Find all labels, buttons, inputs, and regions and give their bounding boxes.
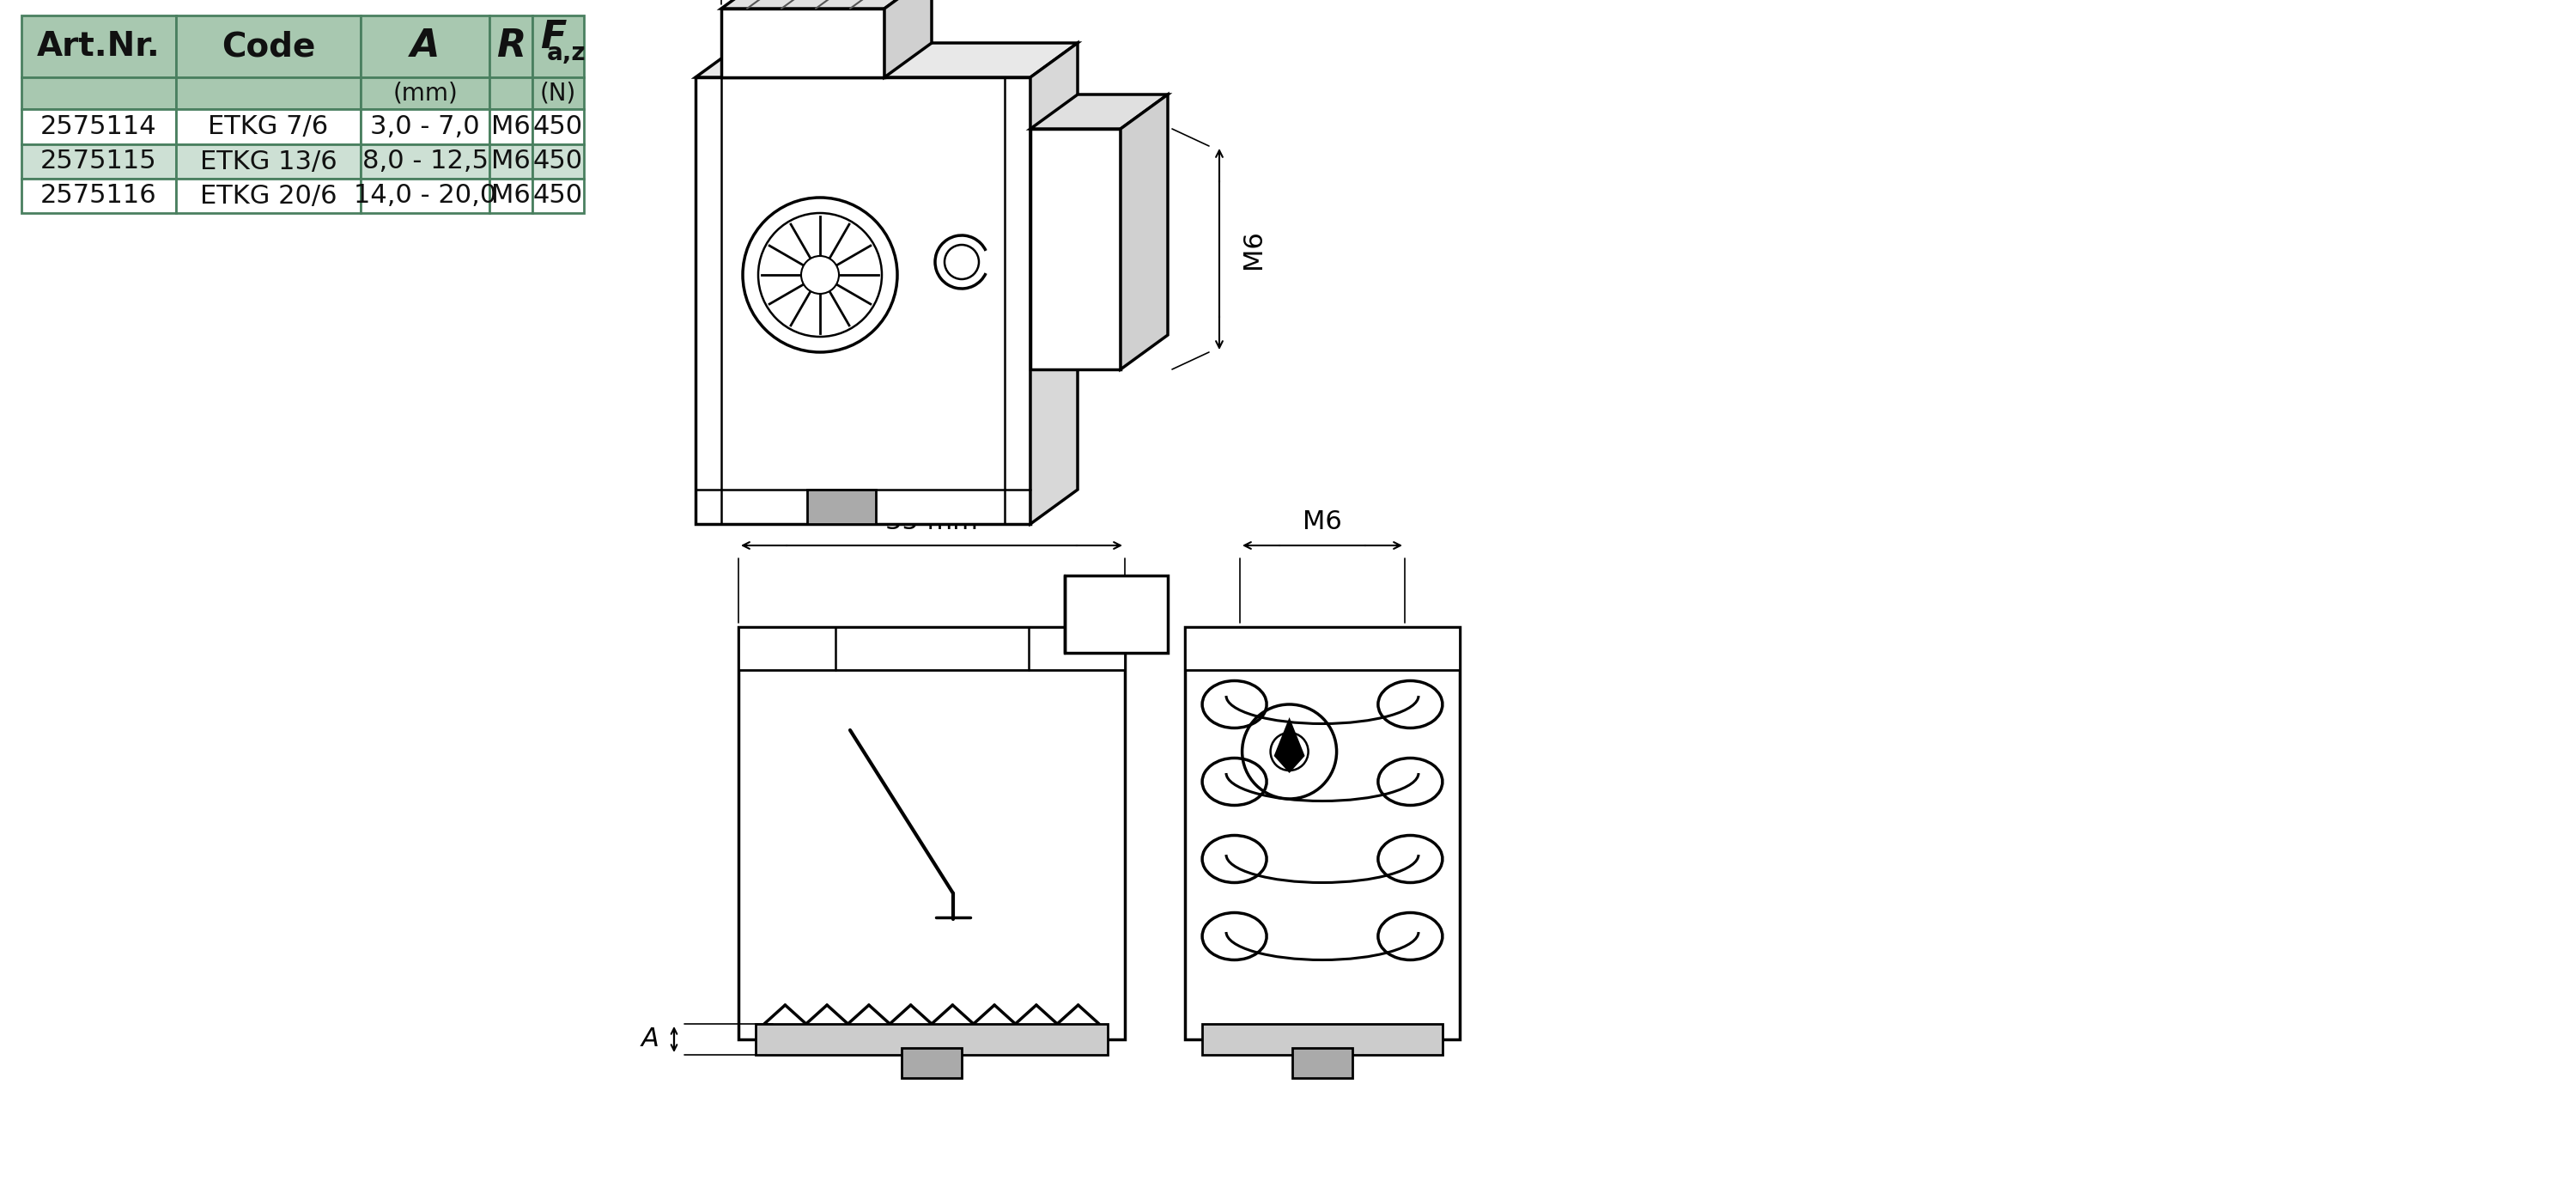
Bar bbox=[755, 1024, 1108, 1055]
Polygon shape bbox=[721, 0, 933, 8]
Bar bbox=[1030, 128, 1121, 370]
Bar bbox=[489, 109, 533, 144]
Text: 8,0 - 12,5: 8,0 - 12,5 bbox=[361, 149, 489, 174]
Bar bbox=[1185, 628, 1461, 670]
Bar bbox=[721, 8, 884, 77]
Text: Art.Nr.: Art.Nr. bbox=[36, 30, 160, 62]
Bar bbox=[533, 144, 585, 179]
Text: 2575116: 2575116 bbox=[41, 184, 157, 209]
Bar bbox=[21, 16, 175, 77]
Text: M6: M6 bbox=[1303, 509, 1342, 534]
Bar bbox=[489, 144, 533, 179]
Bar bbox=[21, 77, 175, 109]
Bar bbox=[902, 1048, 961, 1078]
Text: M6: M6 bbox=[492, 149, 531, 174]
Bar bbox=[533, 179, 585, 214]
Polygon shape bbox=[1121, 95, 1167, 370]
Bar bbox=[361, 144, 489, 179]
Polygon shape bbox=[1275, 718, 1306, 773]
Bar bbox=[533, 109, 585, 144]
Text: M6: M6 bbox=[492, 114, 531, 139]
Bar bbox=[1185, 628, 1461, 1039]
Bar bbox=[489, 77, 533, 109]
Bar bbox=[489, 179, 533, 214]
Bar bbox=[1064, 576, 1167, 653]
Text: a,z: a,z bbox=[546, 41, 587, 65]
Text: R: R bbox=[497, 28, 526, 65]
Polygon shape bbox=[696, 43, 1077, 77]
Bar bbox=[175, 77, 361, 109]
Bar bbox=[533, 77, 585, 109]
Text: (mm): (mm) bbox=[392, 82, 459, 106]
Text: 450: 450 bbox=[533, 149, 582, 174]
Bar bbox=[175, 109, 361, 144]
Bar bbox=[806, 490, 876, 524]
Bar bbox=[21, 109, 175, 144]
Text: ETKG 13/6: ETKG 13/6 bbox=[201, 149, 337, 174]
Polygon shape bbox=[1030, 43, 1077, 524]
Text: M6: M6 bbox=[1242, 229, 1265, 269]
Text: 450: 450 bbox=[533, 184, 582, 209]
Bar bbox=[739, 628, 1126, 670]
Text: ETKG 20/6: ETKG 20/6 bbox=[201, 184, 337, 209]
Bar bbox=[361, 16, 489, 77]
Circle shape bbox=[801, 256, 840, 294]
Polygon shape bbox=[1030, 95, 1167, 128]
Bar bbox=[361, 179, 489, 214]
Text: 3,0 - 7,0: 3,0 - 7,0 bbox=[371, 114, 479, 139]
Text: (N): (N) bbox=[541, 82, 577, 106]
Bar bbox=[533, 16, 585, 77]
Bar bbox=[175, 144, 361, 179]
Text: ETKG 7/6: ETKG 7/6 bbox=[209, 114, 330, 139]
Text: 450: 450 bbox=[533, 114, 582, 139]
Text: 2575114: 2575114 bbox=[41, 114, 157, 139]
Bar bbox=[489, 16, 533, 77]
Text: F: F bbox=[541, 19, 567, 56]
Polygon shape bbox=[884, 0, 933, 77]
Text: M6: M6 bbox=[492, 184, 531, 209]
Text: A: A bbox=[410, 28, 440, 65]
Text: 2575115: 2575115 bbox=[41, 149, 157, 174]
Bar bbox=[21, 179, 175, 214]
Text: 35 mm: 35 mm bbox=[886, 509, 979, 534]
Bar bbox=[21, 144, 175, 179]
Bar bbox=[361, 77, 489, 109]
Bar bbox=[739, 628, 1126, 1039]
Bar bbox=[1203, 1024, 1443, 1055]
Bar bbox=[175, 16, 361, 77]
Text: 14,0 - 20,0: 14,0 - 20,0 bbox=[353, 184, 497, 209]
Bar bbox=[696, 77, 1030, 524]
Bar bbox=[175, 179, 361, 214]
Text: Code: Code bbox=[222, 30, 314, 62]
Bar bbox=[1293, 1048, 1352, 1078]
Text: A: A bbox=[641, 1027, 659, 1052]
Bar bbox=[361, 109, 489, 144]
